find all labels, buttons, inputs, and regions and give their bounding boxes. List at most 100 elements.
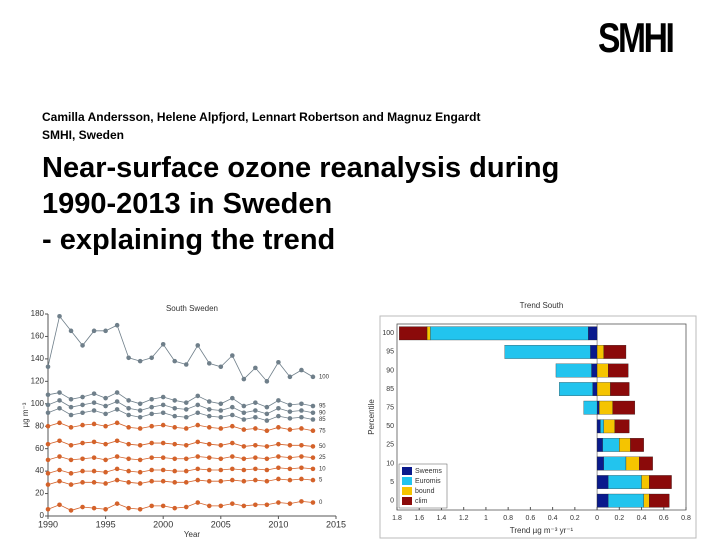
data-point	[230, 440, 235, 446]
series-label: 90	[319, 410, 326, 416]
data-point	[137, 481, 143, 486]
data-point	[310, 403, 316, 409]
data-point	[230, 477, 235, 483]
y-tick-label: 85	[386, 386, 394, 393]
data-point	[183, 414, 189, 420]
data-point	[68, 508, 74, 513]
bar-segment	[602, 438, 620, 452]
data-point	[264, 502, 270, 508]
data-point	[230, 454, 235, 459]
data-point	[276, 359, 281, 365]
data-point	[68, 412, 74, 418]
data-point	[253, 477, 258, 483]
x-tick-label: 0.4	[637, 515, 647, 522]
data-point	[264, 428, 270, 434]
x-tick-label: 0.8	[681, 515, 691, 522]
x-tick-label: 1995	[96, 519, 116, 529]
y-tick-label: 120	[31, 376, 45, 385]
data-point	[149, 503, 154, 509]
data-point	[310, 500, 316, 505]
data-point	[126, 425, 131, 430]
bar-segment	[596, 475, 609, 489]
line-chart: South Sweden0204060801001201401601801990…	[21, 304, 346, 539]
data-point	[299, 465, 304, 471]
y-axis-label: µg m⁻³	[21, 402, 30, 427]
data-point	[287, 374, 293, 380]
data-point	[126, 441, 131, 447]
data-point	[80, 440, 85, 446]
data-point	[149, 411, 154, 417]
legend-swatch	[402, 487, 412, 495]
series-label: 0	[319, 500, 323, 506]
data-point	[206, 361, 212, 366]
x-tick-label: 0	[595, 515, 599, 522]
data-point	[68, 443, 74, 448]
data-point	[103, 481, 108, 486]
data-point	[287, 466, 293, 472]
data-point	[91, 421, 97, 427]
bar-segment	[592, 382, 598, 396]
data-point	[137, 469, 143, 475]
data-point	[287, 427, 293, 432]
data-point	[195, 466, 201, 472]
data-point	[91, 455, 97, 460]
data-point	[114, 322, 120, 328]
data-point	[218, 401, 224, 407]
y-tick-label: 160	[31, 332, 45, 341]
data-point	[114, 438, 120, 444]
data-point	[114, 407, 120, 412]
data-point	[206, 425, 212, 430]
data-point	[57, 438, 62, 444]
data-point	[126, 412, 131, 418]
data-point	[218, 364, 224, 370]
series-label: 85	[319, 417, 326, 423]
x-tick-label: 1.6	[414, 515, 424, 522]
series-line	[47, 501, 313, 511]
data-point	[299, 476, 304, 482]
data-point	[310, 466, 316, 472]
data-point	[160, 394, 166, 400]
data-point	[264, 478, 270, 484]
data-point	[114, 477, 120, 483]
data-point	[45, 402, 51, 408]
y-tick-label: 75	[386, 405, 394, 412]
bar-segment	[641, 475, 650, 489]
data-point	[149, 396, 154, 402]
data-point	[149, 355, 154, 361]
chart-title: Trend South	[520, 301, 564, 310]
data-point	[160, 410, 166, 416]
data-point	[114, 454, 120, 459]
bar-segment	[583, 400, 598, 415]
data-point	[45, 392, 51, 398]
bar-segment	[612, 400, 636, 415]
bar-segment	[603, 419, 616, 434]
data-point	[264, 379, 270, 384]
data-point	[195, 439, 201, 445]
data-point	[160, 402, 166, 408]
legend-label: clim	[415, 498, 428, 505]
data-point	[287, 455, 293, 460]
data-point	[310, 428, 316, 434]
y-tick-label: 100	[31, 399, 45, 408]
data-point	[114, 390, 120, 395]
y-tick-label: 100	[382, 330, 394, 337]
x-tick-label: 0.6	[526, 515, 536, 522]
y-tick-label: 10	[386, 460, 394, 467]
data-point	[57, 420, 62, 426]
data-point	[172, 505, 178, 511]
data-point	[172, 398, 178, 403]
series-line	[47, 456, 313, 461]
x-tick-label: 0.2	[614, 515, 624, 522]
data-point	[310, 477, 316, 483]
bar-segment	[596, 363, 609, 378]
series-label: 50	[319, 444, 326, 450]
data-point	[45, 482, 51, 487]
data-point	[183, 426, 189, 431]
data-point	[310, 374, 316, 380]
data-point	[68, 328, 74, 334]
data-point	[103, 328, 108, 334]
data-point	[68, 404, 74, 410]
data-point	[91, 328, 97, 334]
data-point	[149, 455, 154, 460]
